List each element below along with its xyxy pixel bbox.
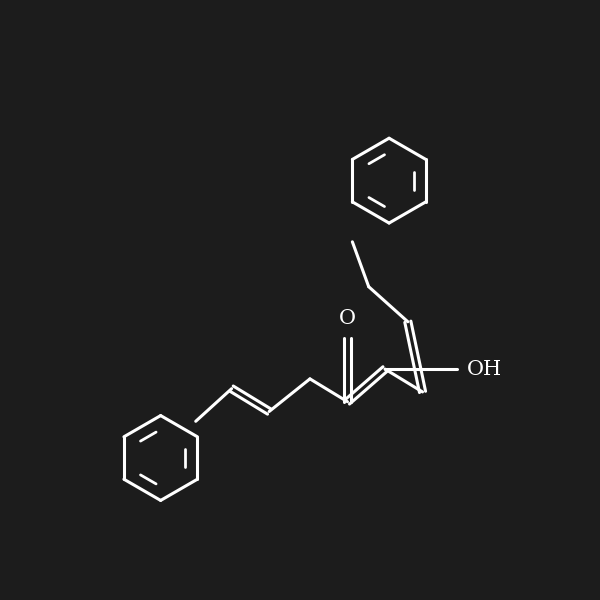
Text: O: O xyxy=(339,309,356,328)
Text: OH: OH xyxy=(467,359,502,379)
